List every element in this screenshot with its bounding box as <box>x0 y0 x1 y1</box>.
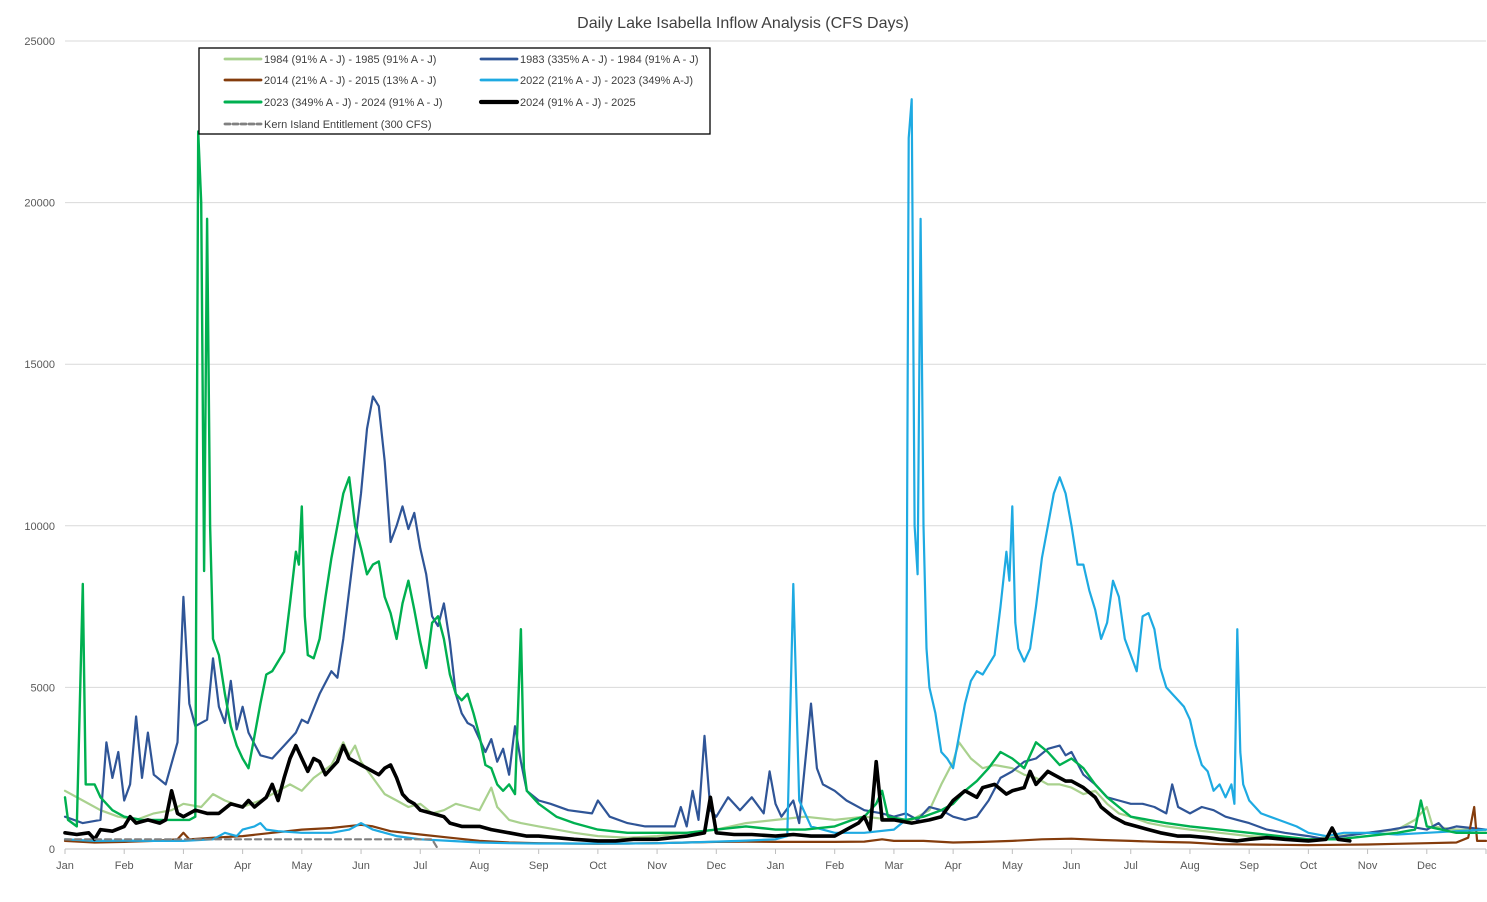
legend-item-2023-349-a-j-2024-91-a-j: 2023 (349% A - J) - 2024 (91% A - J) <box>223 97 443 109</box>
legend-label: 2023 (349% A - J) - 2024 (91% A - J) <box>264 97 443 109</box>
series-line-1984-91-a-j-1985-91-a-j <box>63 741 1487 841</box>
y-tick-label: 15000 <box>24 359 55 371</box>
x-tick-label: Jun <box>1063 860 1081 872</box>
x-tick-label: Oct <box>1300 860 1317 872</box>
x-tick-label: Mar <box>174 860 193 872</box>
legend-label: 2024 (91% A - J) - 2025 <box>520 97 636 109</box>
x-tick-label: Feb <box>115 860 134 872</box>
chart-title: Daily Lake Isabella Inflow Analysis (CFS… <box>577 15 909 32</box>
x-tick-label: Apr <box>945 860 962 872</box>
x-tick-label: Aug <box>470 860 490 872</box>
legend-item-2014-21-a-j-2015-13-a-j: 2014 (21% A - J) - 2015 (13% A - J) <box>223 75 436 87</box>
legend-label: 2014 (21% A - J) - 2015 (13% A - J) <box>264 75 436 87</box>
y-tick-label: 10000 <box>24 521 55 533</box>
series-line-2024-91-a-j-2025 <box>63 743 1352 843</box>
legend-label: 1984 (91% A - J) - 1985 (91% A - J) <box>264 54 436 66</box>
series-line-1983-335-a-j-1984-91-a-j <box>63 395 1487 841</box>
x-tick-label: Apr <box>234 860 251 872</box>
y-tick-label: 25000 <box>24 36 55 48</box>
legend-item-2024-91-a-j-2025: 2024 (91% A - J) - 2025 <box>478 97 636 109</box>
legend-item-2022-21-a-j-2023-349-a-j: 2022 (21% A - J) - 2023 (349% A-J) <box>479 75 693 87</box>
x-tick-label: May <box>1002 860 1023 872</box>
x-tick-label: Oct <box>589 860 606 872</box>
legend: 1984 (91% A - J) - 1985 (91% A - J) 1983 … <box>198 47 711 135</box>
legend-label: 2022 (21% A - J) - 2023 (349% A-J) <box>520 75 693 87</box>
x-tick-label: Nov <box>1358 860 1378 872</box>
legend-label: 1983 (335% A - J) - 1984 (91% A - J) <box>520 54 699 66</box>
series-lines <box>63 98 1487 851</box>
legend-item-1984-91-a-j-1985-91-a-j: 1984 (91% A - J) - 1985 (91% A - J) <box>223 54 436 66</box>
x-tick-label: Sep <box>529 860 549 872</box>
x-tick-label: Dec <box>1417 860 1437 872</box>
x-tick-label: Jul <box>1124 860 1138 872</box>
legend-box <box>198 47 711 135</box>
x-tick-label: May <box>291 860 312 872</box>
series-line-2022-21-a-j-2023-349-a-j <box>63 98 1487 845</box>
legend-item-kern-island-entitlement-300-cfs: Kern Island Entitlement (300 CFS) <box>223 119 432 131</box>
legend-item-1983-335-a-j-1984-91-a-j: 1983 (335% A - J) - 1984 (91% A - J) <box>479 54 699 66</box>
x-tick-label: Jan <box>767 860 785 872</box>
x-tick-label: Feb <box>825 860 844 872</box>
x-tick-label: Aug <box>1180 860 1200 872</box>
y-tick-label: 0 <box>49 844 55 856</box>
x-tick-label: Nov <box>647 860 667 872</box>
series-line-kern-island-entitlement-300-cfs <box>63 838 440 851</box>
y-tick-label: 20000 <box>24 198 55 210</box>
series-line-2023-349-a-j-2024-91-a-j <box>63 130 1487 841</box>
axes: 0 5000 10000 15000 20000 25000 Jan Feb Mar Apr May… <box>24 36 1487 872</box>
x-tick-label: Jul <box>413 860 427 872</box>
y-tick-label: 5000 <box>31 682 55 694</box>
x-tick-label: Jan <box>56 860 74 872</box>
x-tick-label: Mar <box>884 860 903 872</box>
x-tick-label: Dec <box>707 860 727 872</box>
series-line-2014-21-a-j-2015-13-a-j <box>63 805 1487 847</box>
x-tick-label: Jun <box>352 860 370 872</box>
legend-label: Kern Island Entitlement (300 CFS) <box>264 119 432 131</box>
x-tick-label: Sep <box>1239 860 1259 872</box>
